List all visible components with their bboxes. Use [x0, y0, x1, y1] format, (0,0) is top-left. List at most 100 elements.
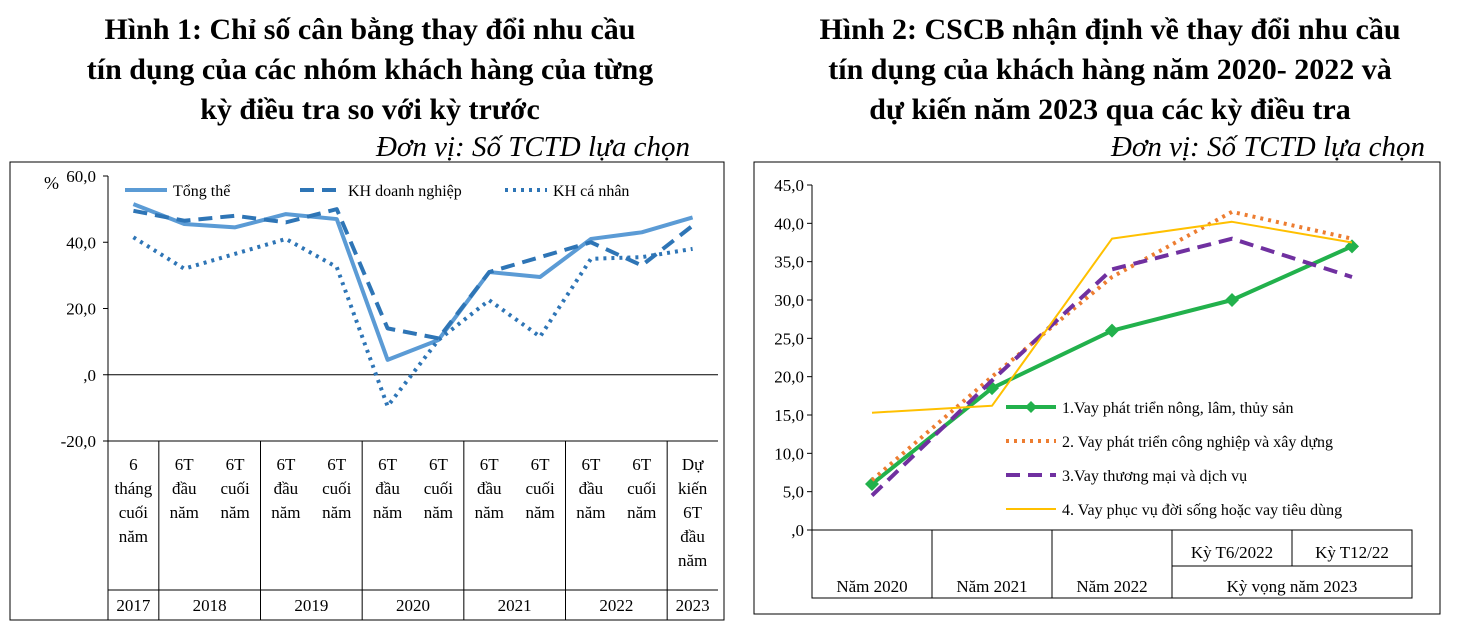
figure-2-legend-label: 3.Vay thương mại và dịch vụ	[1062, 468, 1247, 485]
figure-1-year-label: 2018	[193, 596, 227, 615]
figure-2-category-label: Kỳ T12/22	[1315, 543, 1389, 562]
figure-2-legend-marker	[1025, 401, 1037, 413]
figure-1-category-label: năm	[424, 503, 453, 522]
figure-1-category-label: năm	[525, 503, 554, 522]
figure-1-category-label: năm	[322, 503, 351, 522]
figure-2-y-tick-label: ,0	[791, 521, 804, 540]
figure-1-category-label: đầu	[477, 479, 502, 498]
figure-1-category-label: 6T	[226, 455, 246, 474]
figure-2-point-marker	[865, 477, 879, 491]
figure-1-year-label: 2019	[294, 596, 328, 615]
figure-1-category-label: năm	[220, 503, 249, 522]
figure-1-category-label: năm	[271, 503, 300, 522]
figure-2-y-tick-label: 20,0	[774, 368, 804, 387]
figure-1-category-label: 6T	[632, 455, 652, 474]
figure-2-table	[811, 529, 1413, 599]
figure-2-category-label: Kỳ T6/2022	[1191, 543, 1273, 562]
figure-2-point-marker	[1105, 323, 1119, 338]
figure-1-category-label: 6T	[378, 455, 398, 474]
figure-1-y-tick-label: 60,0	[66, 167, 96, 186]
figure-2-category-label: Năm 2021	[956, 577, 1027, 596]
figure-2-y-tick-label: 25,0	[774, 329, 804, 348]
figure-2-title-line: Hình 2: CSCB nhận định về thay đổi nhu c…	[819, 13, 1401, 46]
figure-2-group-label: Kỳ vọng năm 2023	[1227, 577, 1358, 596]
figure-1-legend-label: KH cá nhân	[553, 183, 629, 200]
figure-2-title-line: tín dụng của khách hàng năm 2020- 2022 v…	[828, 53, 1392, 86]
figure-1-category-label: 6T	[429, 455, 449, 474]
figure-2-title-line: dự kiến năm 2023 qua các kỳ điều tra	[869, 93, 1351, 126]
figure-2-y-tick-label: 15,0	[774, 406, 804, 425]
figure-1-series-line	[132, 202, 694, 362]
figure-1-year-label: 2020	[396, 596, 430, 615]
figure-2-y-tick-label: 40,0	[774, 214, 804, 233]
figure-1-year-label: 2023	[676, 596, 710, 615]
figure-2-title: Hình 2: CSCB nhận định về thay đổi nhu c…	[740, 10, 1480, 130]
figure-2-unit-note: Đơn vị: Số TCTD lựa chọn	[1110, 131, 1425, 163]
figure-1-year-label: 2022	[599, 596, 633, 615]
figure-1-category-label: 6	[129, 455, 138, 474]
figure-1-category-label: 6T	[276, 455, 296, 474]
figure-2-legend-label: 1.Vay phát triển nông, lâm, thủy sản	[1062, 400, 1294, 417]
figure-1-category-label: năm	[170, 503, 199, 522]
figure-1-year-label: 2017	[116, 596, 151, 615]
figure-1-category-label: Dự	[682, 455, 704, 474]
figure-1-y-axis-label: %	[44, 173, 59, 193]
figure-1-series-line	[132, 235, 693, 409]
figure-1-category-label: năm	[627, 503, 656, 522]
figure-1-title-line: Hình 1: Chỉ số cân bằng thay đổi nhu cầu	[104, 13, 636, 46]
figure-2-legend-label: 2. Vay phát triển công nghiệp và xây dựn…	[1062, 434, 1333, 451]
figure-1-category-label: 6T	[683, 503, 703, 522]
figure-1-y-tick-label: 20,0	[66, 300, 96, 319]
figure-1-category-label: đầu	[375, 479, 400, 498]
figure-2-legend-label: 4. Vay phục vụ đời sống hoặc vay tiêu dù…	[1062, 502, 1342, 519]
figure-1-category-label: 6T	[581, 455, 601, 474]
figure-2-y-tick-label: 30,0	[774, 291, 804, 310]
figure-1-category-label: năm	[373, 503, 402, 522]
figure-2-series-line	[870, 209, 1353, 482]
figure-1-category-label: tháng	[115, 479, 153, 498]
figure-1-category-label: cuối	[220, 479, 250, 498]
figure-1-title-line: tín dụng của các nhóm khách hàng của từn…	[86, 53, 654, 86]
figure-2-chart: ,0 5,0 10,0 15,0 20,0 25,0 30,0 35,0 40,0 45,0 Năm…	[753, 161, 1441, 615]
figure-1-year-label: 2021	[498, 596, 532, 615]
figure-1-y-tick-label: -20,0	[61, 432, 96, 451]
figure-2-y-tick-label: 5,0	[783, 483, 804, 502]
figure-2-category-label: Năm 2020	[836, 577, 907, 596]
figure-1-category-label: cuối	[627, 479, 657, 498]
figure-1-category-label: 6T	[480, 455, 500, 474]
figure-1-legend-label: Tổng thể	[173, 183, 231, 200]
figure-2-y-tick-label: 45,0	[774, 176, 804, 195]
figure-1-category-label: năm	[119, 527, 148, 546]
figure-2-category-label: Năm 2022	[1076, 577, 1147, 596]
figure-2-series-line	[871, 220, 1353, 414]
figure-1: Hình 1: Chỉ số cân bằng thay đổi nhu cầu…	[0, 10, 740, 621]
figure-1-frame	[9, 161, 725, 621]
figure-1-category-label: kiến	[678, 479, 708, 498]
figure-2-frame	[753, 161, 1441, 615]
figure-1-y-tick-label: ,0	[83, 366, 96, 385]
figure-1-category-label: đầu	[274, 479, 299, 498]
figure-1-category-label: năm	[475, 503, 504, 522]
figure-1-category-label: 6T	[175, 455, 195, 474]
figure-2: Hình 2: CSCB nhận định về thay đổi nhu c…	[740, 0, 1480, 644]
figure-1-category-label: cuối	[322, 479, 352, 498]
figure-1-category-label: năm	[576, 503, 605, 522]
figure-1-category-label: cuối	[119, 503, 149, 522]
figure-2-y-tick-label: 10,0	[774, 444, 804, 463]
figure-2-series-line	[870, 236, 1353, 497]
figure-1-series-line	[133, 207, 694, 341]
figure-1-category-label: 6T	[531, 455, 551, 474]
figure-1-category-label: năm	[678, 551, 707, 570]
figure-2-point-marker	[1225, 293, 1239, 307]
figure-1-category-label: cuối	[525, 479, 555, 498]
figure-1-category-label: cuối	[424, 479, 454, 498]
figure-1-title-line: kỳ điều tra so với kỳ trước	[200, 93, 540, 126]
figure-1-legend-label: KH doanh nghiệp	[348, 183, 462, 200]
figure-1-category-label: đầu	[172, 479, 197, 498]
figure-1-y-tick-label: 40,0	[66, 233, 96, 252]
figure-1-category-label: đầu	[579, 479, 604, 498]
figure-2-y-tick-label: 35,0	[774, 253, 804, 272]
figure-1-unit-note: Đơn vị: Số TCTD lựa chọn	[375, 131, 690, 163]
figure-1-title: Hình 1: Chỉ số cân bằng thay đổi nhu cầu…	[0, 10, 740, 130]
figure-1-category-label: 6T	[327, 455, 347, 474]
